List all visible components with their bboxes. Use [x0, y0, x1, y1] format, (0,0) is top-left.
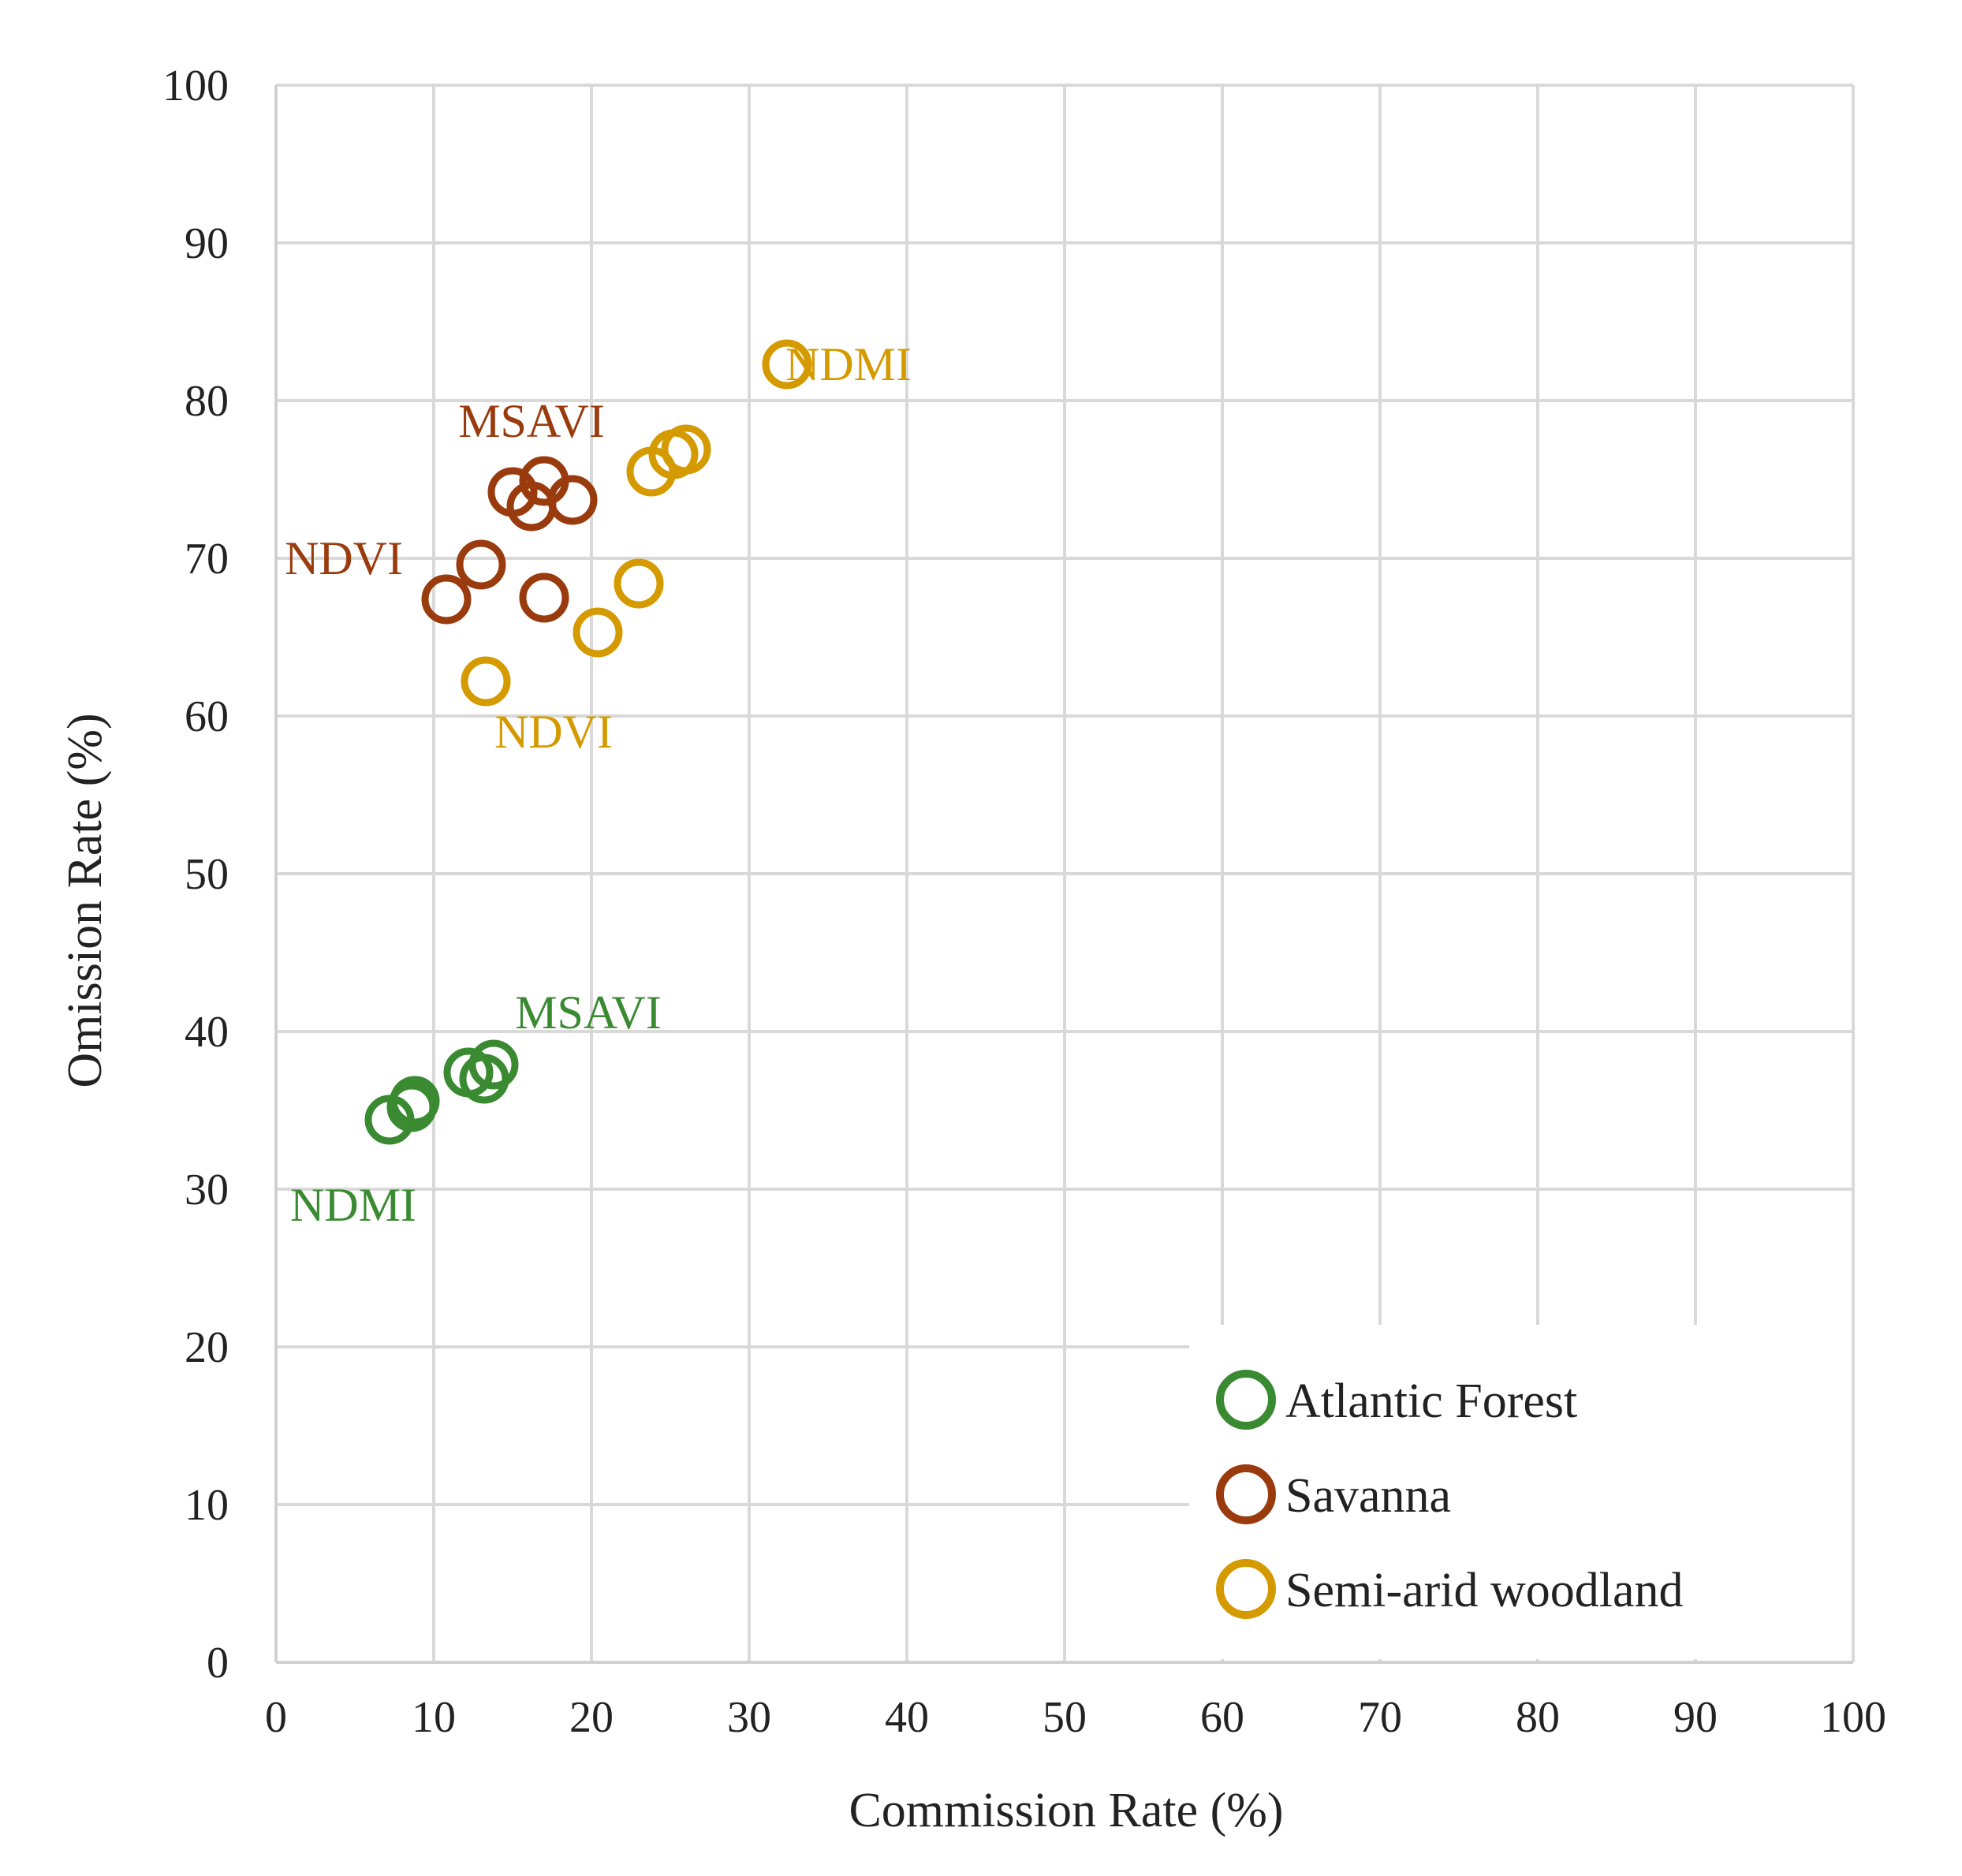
legend-marker — [1216, 1464, 1276, 1524]
x-tick-label: 70 — [1358, 1693, 1402, 1742]
plot-frame — [274, 85, 1853, 1664]
y-tick-label: 70 — [185, 535, 229, 584]
legend-label: Semi-arid woodland — [1285, 1564, 1684, 1617]
x-tick-label: 50 — [1043, 1693, 1087, 1742]
annotation-label: NDMI — [785, 338, 912, 390]
x-tick-label: 30 — [727, 1693, 771, 1742]
y-tick-label: 80 — [185, 377, 229, 426]
data-point — [461, 656, 511, 707]
x-tick-label: 90 — [1673, 1693, 1718, 1742]
data-point — [614, 558, 664, 609]
point-annotations: NDMI MSAVI NDVI NDVI MSAVI NDMI — [285, 338, 912, 1231]
x-axis-ticks: 0 10 20 30 40 50 60 70 80 90 100 — [265, 1693, 1886, 1742]
y-axis-title: Omission Rate (%) — [58, 713, 112, 1087]
legend-marker — [1216, 1370, 1276, 1430]
annotation-label: NDVI — [494, 706, 613, 758]
x-tick-label: 100 — [1820, 1693, 1886, 1742]
x-tick-label: 80 — [1516, 1693, 1560, 1742]
y-axis-ticks: 0 10 20 30 40 50 60 70 80 90 100 — [162, 62, 229, 1688]
data-point — [762, 339, 812, 390]
y-tick-label: 60 — [185, 692, 229, 741]
data-point — [519, 572, 569, 623]
series-atlantic-forest — [364, 1039, 519, 1145]
y-tick-label: 40 — [185, 1008, 229, 1057]
data-point — [456, 539, 506, 590]
legend-box — [1189, 1325, 1852, 1659]
x-tick-label: 10 — [412, 1693, 456, 1742]
x-tick-label: 40 — [885, 1693, 929, 1742]
series-savanna — [421, 456, 598, 625]
series-semi-arid-woodland — [461, 339, 812, 707]
y-tick-label: 90 — [185, 219, 229, 268]
y-tick-label: 50 — [185, 850, 229, 899]
grid-lines — [274, 84, 1855, 1664]
y-tick-label: 10 — [185, 1481, 229, 1530]
data-point — [573, 607, 623, 658]
y-tick-label: 0 — [207, 1639, 229, 1688]
legend: Atlantic Forest Savanna Semi-arid woodland — [1189, 1325, 1852, 1659]
x-tick-label: 60 — [1200, 1693, 1244, 1742]
data-point — [390, 1076, 440, 1126]
annotation-label: MSAVI — [515, 986, 662, 1039]
x-tick-label: 20 — [569, 1693, 614, 1742]
data-point — [661, 424, 711, 475]
legend-label: Savanna — [1285, 1469, 1451, 1523]
data-points — [364, 339, 812, 1145]
data-point — [468, 1039, 519, 1090]
legend-label: Atlantic Forest — [1285, 1374, 1577, 1428]
x-tick-label: 0 — [265, 1693, 287, 1742]
annotation-label: NDVI — [285, 532, 403, 584]
y-tick-label: 100 — [162, 62, 229, 110]
x-axis-title: Commission Rate (%) — [849, 1784, 1283, 1837]
data-point — [547, 475, 598, 525]
annotation-label: NDMI — [290, 1179, 416, 1231]
y-tick-label: 20 — [185, 1323, 229, 1372]
legend-marker — [1216, 1559, 1276, 1619]
annotation-label: MSAVI — [458, 395, 605, 447]
y-tick-label: 30 — [185, 1166, 229, 1214]
data-point — [421, 574, 472, 625]
